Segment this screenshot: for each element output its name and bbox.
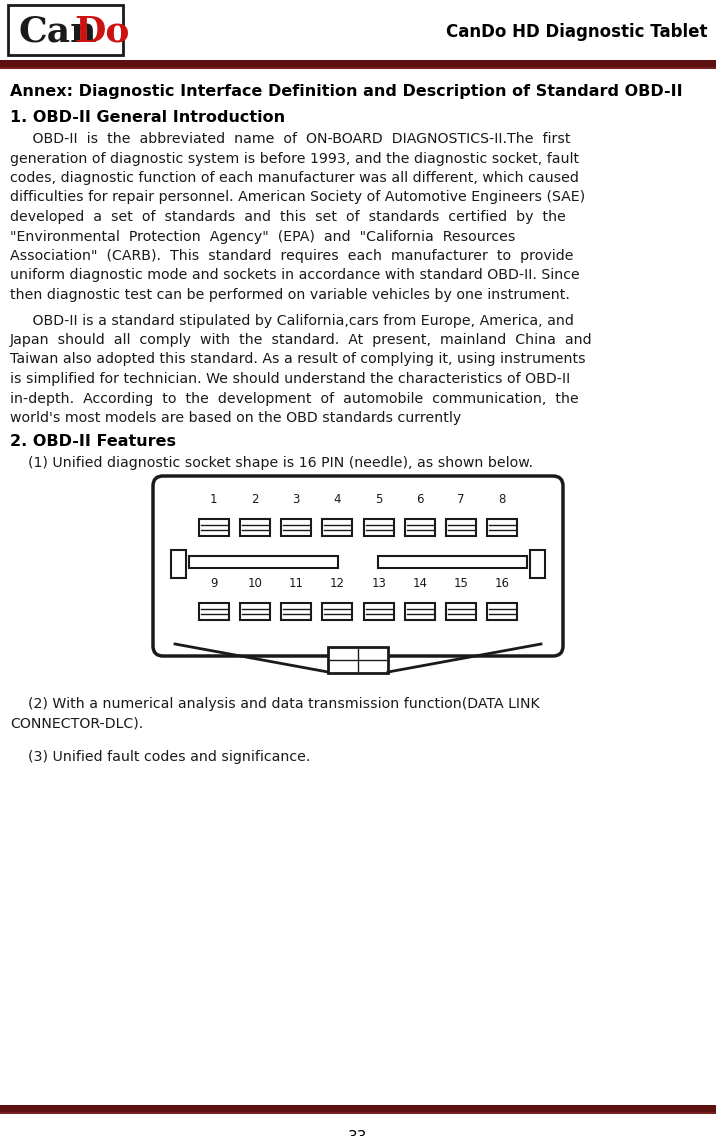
Bar xyxy=(530,550,545,578)
Text: 8: 8 xyxy=(498,493,506,506)
Bar xyxy=(446,603,476,620)
Text: 4: 4 xyxy=(334,493,341,506)
Text: Japan  should  all  comply  with  the  standard.  At  present,  mainland  China : Japan should all comply with the standar… xyxy=(10,333,593,346)
Bar xyxy=(405,603,435,620)
Bar xyxy=(328,648,388,673)
Text: difficulties for repair personnel. American Society of Automotive Engineers (SAE: difficulties for repair personnel. Ameri… xyxy=(10,191,585,204)
Bar xyxy=(364,519,394,536)
Bar xyxy=(405,519,435,536)
Text: 14: 14 xyxy=(412,577,427,590)
Text: (3) Unified fault codes and significance.: (3) Unified fault codes and significance… xyxy=(10,750,310,765)
Bar xyxy=(281,603,311,620)
Bar xyxy=(488,603,518,620)
Text: 2. OBD-II Features: 2. OBD-II Features xyxy=(10,434,176,450)
Bar xyxy=(198,519,228,536)
Bar xyxy=(171,550,186,578)
FancyBboxPatch shape xyxy=(153,476,563,655)
Bar xyxy=(8,5,123,55)
Text: Do: Do xyxy=(74,15,130,49)
Text: Annex: Diagnostic Interface Definition and Description of Standard OBD-II: Annex: Diagnostic Interface Definition a… xyxy=(10,84,682,99)
Text: 9: 9 xyxy=(210,577,218,590)
Bar xyxy=(281,519,311,536)
Bar xyxy=(240,519,270,536)
Bar xyxy=(322,603,352,620)
Bar xyxy=(0,1112,716,1114)
Text: (2) With a numerical analysis and data transmission function(DATA LINK: (2) With a numerical analysis and data t… xyxy=(10,698,540,711)
Text: 11: 11 xyxy=(289,577,304,590)
Text: 1. OBD-II General Introduction: 1. OBD-II General Introduction xyxy=(10,110,285,125)
Bar xyxy=(0,67,716,69)
Text: 13: 13 xyxy=(371,577,386,590)
Bar xyxy=(198,603,228,620)
Text: generation of diagnostic system is before 1993, and the diagnostic socket, fault: generation of diagnostic system is befor… xyxy=(10,151,579,166)
Bar xyxy=(488,519,518,536)
Text: then diagnostic test can be performed on variable vehicles by one instrument.: then diagnostic test can be performed on… xyxy=(10,289,570,302)
Text: Taiwan also adopted this standard. As a result of complying it, using instrument: Taiwan also adopted this standard. As a … xyxy=(10,352,586,367)
Bar xyxy=(189,556,338,568)
Bar xyxy=(322,519,352,536)
Text: (1) Unified diagnostic socket shape is 16 PIN (needle), as shown below.: (1) Unified diagnostic socket shape is 1… xyxy=(10,457,533,470)
Text: 33: 33 xyxy=(348,1130,368,1136)
Text: world's most models are based on the OBD standards currently: world's most models are based on the OBD… xyxy=(10,411,461,425)
Bar xyxy=(0,60,716,67)
Text: OBD-II is a standard stipulated by California,cars from Europe, America, and: OBD-II is a standard stipulated by Calif… xyxy=(10,314,574,327)
Bar xyxy=(446,519,476,536)
Text: 7: 7 xyxy=(458,493,465,506)
Text: 1: 1 xyxy=(210,493,218,506)
Text: is simplified for technician. We should understand the characteristics of OBD-II: is simplified for technician. We should … xyxy=(10,371,570,386)
Text: uniform diagnostic mode and sockets in accordance with standard OBD-II. Since: uniform diagnostic mode and sockets in a… xyxy=(10,268,580,283)
Text: 16: 16 xyxy=(495,577,510,590)
Text: CanDo HD Diagnostic Tablet: CanDo HD Diagnostic Tablet xyxy=(447,23,708,41)
Text: codes, diagnostic function of each manufacturer was all different, which caused: codes, diagnostic function of each manuf… xyxy=(10,172,579,185)
Text: 3: 3 xyxy=(292,493,300,506)
Text: developed  a  set  of  standards  and  this  set  of  standards  certified  by  : developed a set of standards and this se… xyxy=(10,210,566,224)
Text: OBD-II  is  the  abbreviated  name  of  ON-BOARD  DIAGNOSTICS-II.The  first: OBD-II is the abbreviated name of ON-BOA… xyxy=(10,132,571,147)
Text: "Environmental  Protection  Agency"  (EPA)  and  "California  Resources: "Environmental Protection Agency" (EPA) … xyxy=(10,229,516,243)
Text: CONNECTOR-DLC).: CONNECTOR-DLC). xyxy=(10,717,143,730)
Text: 15: 15 xyxy=(454,577,468,590)
Text: 12: 12 xyxy=(330,577,345,590)
Text: in-depth.  According  to  the  development  of  automobile  communication,  the: in-depth. According to the development o… xyxy=(10,392,579,406)
Text: Association"  (CARB).  This  standard  requires  each  manufacturer  to  provide: Association" (CARB). This standard requi… xyxy=(10,249,574,264)
Text: Can: Can xyxy=(18,15,97,49)
Bar xyxy=(364,603,394,620)
Text: 2: 2 xyxy=(251,493,258,506)
Text: 5: 5 xyxy=(375,493,382,506)
Bar xyxy=(240,603,270,620)
Text: 6: 6 xyxy=(416,493,424,506)
Bar xyxy=(0,1105,716,1112)
Bar xyxy=(378,556,527,568)
Text: 10: 10 xyxy=(248,577,262,590)
